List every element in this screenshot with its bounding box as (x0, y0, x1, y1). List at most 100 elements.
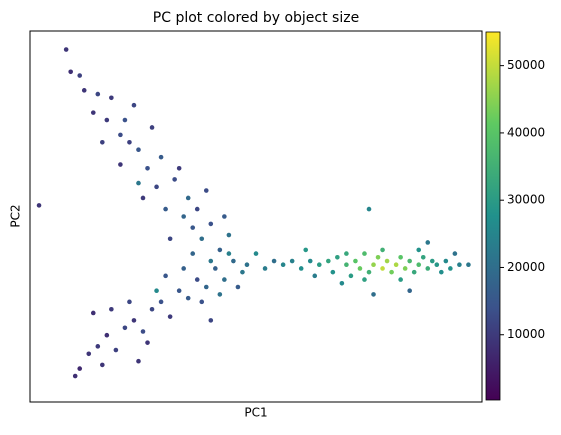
colorbar-tick-label: 50000 (507, 58, 545, 72)
point (303, 247, 309, 253)
point (154, 184, 159, 190)
colorbar (485, 31, 501, 401)
point (203, 188, 209, 193)
point (199, 299, 205, 305)
plot-frame (29, 30, 483, 403)
point (457, 262, 462, 268)
point (240, 269, 245, 275)
point (113, 347, 119, 353)
point (231, 258, 236, 264)
point (109, 306, 114, 312)
point (140, 329, 146, 334)
point (145, 165, 150, 171)
point (366, 269, 372, 275)
point (335, 255, 340, 260)
point (217, 247, 223, 253)
points (36, 47, 471, 379)
point (371, 262, 376, 268)
colorbar-tick-label: 20000 (507, 260, 545, 274)
point (68, 69, 73, 75)
point (330, 269, 336, 275)
point (213, 266, 218, 271)
point (398, 255, 403, 260)
point (185, 295, 191, 301)
point (95, 91, 101, 97)
point (77, 73, 83, 78)
point (316, 262, 322, 268)
point (158, 154, 164, 160)
point (362, 251, 367, 256)
x-axis-label: PC1 (244, 406, 267, 420)
point (190, 225, 196, 230)
point (118, 162, 123, 167)
point (176, 288, 182, 294)
point (425, 240, 431, 245)
point (36, 203, 42, 208)
point (127, 140, 132, 145)
point (167, 236, 173, 242)
point (185, 195, 191, 201)
point (384, 258, 390, 264)
point (86, 351, 92, 357)
point (448, 266, 453, 271)
point (375, 255, 381, 260)
point (439, 269, 444, 275)
point (226, 232, 232, 238)
point (289, 258, 295, 264)
point (208, 221, 214, 227)
point (222, 277, 227, 282)
point (312, 273, 318, 279)
point (194, 206, 200, 212)
point (357, 266, 363, 271)
point (217, 292, 223, 297)
point (90, 110, 96, 115)
point (271, 258, 277, 264)
point (253, 251, 259, 256)
point (163, 206, 168, 212)
colorbar-tick-label: 10000 (507, 327, 545, 341)
point (104, 117, 110, 123)
point (425, 266, 431, 271)
y-axis-label: PC2 (9, 204, 23, 227)
point (298, 266, 304, 271)
point (158, 299, 164, 305)
point (339, 280, 345, 286)
point (326, 258, 331, 264)
point (154, 288, 159, 294)
point (149, 125, 155, 130)
point (77, 366, 83, 371)
point (176, 165, 182, 171)
chart-title: PC plot colored by object size (153, 10, 359, 26)
point (100, 140, 105, 145)
point (416, 262, 422, 268)
point (353, 258, 358, 264)
point (307, 258, 313, 264)
point (371, 292, 376, 297)
point (136, 180, 141, 186)
point (344, 251, 349, 256)
point (407, 258, 412, 264)
point (280, 262, 286, 268)
point (416, 247, 422, 253)
colorbar-tick-label: 30000 (507, 193, 545, 207)
point (63, 47, 69, 52)
point (344, 262, 349, 268)
point (181, 214, 186, 219)
point (172, 177, 177, 182)
point (199, 236, 205, 242)
point (127, 299, 132, 305)
point (81, 88, 87, 93)
point (466, 262, 471, 268)
point (244, 262, 250, 268)
point (208, 318, 214, 323)
point (362, 277, 367, 282)
point (136, 358, 141, 364)
point (420, 255, 426, 260)
point (222, 214, 227, 219)
point (366, 206, 372, 212)
point (429, 258, 435, 264)
point (452, 251, 458, 256)
point (109, 95, 114, 101)
point (95, 344, 101, 349)
point (131, 318, 137, 323)
